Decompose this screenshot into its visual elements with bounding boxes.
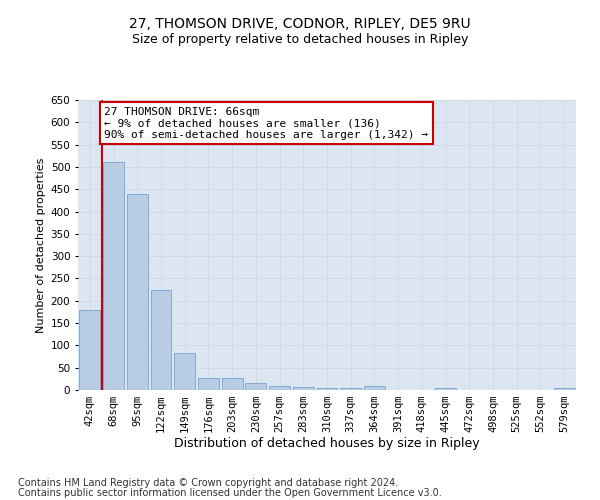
Bar: [127, 194, 148, 390]
Bar: [554, 388, 575, 390]
Bar: [198, 378, 219, 390]
Bar: [245, 384, 266, 390]
Bar: [174, 353, 195, 390]
Bar: [103, 162, 124, 390]
Text: 27, THOMSON DRIVE, CODNOR, RIPLEY, DE5 9RU: 27, THOMSON DRIVE, CODNOR, RIPLEY, DE5 9…: [129, 18, 471, 32]
Bar: [293, 388, 314, 390]
Text: Size of property relative to detached houses in Ripley: Size of property relative to detached ho…: [132, 32, 468, 46]
Text: 27 THOMSON DRIVE: 66sqm
← 9% of detached houses are smaller (136)
90% of semi-de: 27 THOMSON DRIVE: 66sqm ← 9% of detached…: [104, 106, 428, 140]
Text: Contains HM Land Registry data © Crown copyright and database right 2024.: Contains HM Land Registry data © Crown c…: [18, 478, 398, 488]
Bar: [269, 386, 290, 390]
Bar: [364, 386, 385, 390]
Text: Contains public sector information licensed under the Open Government Licence v3: Contains public sector information licen…: [18, 488, 442, 498]
Bar: [151, 290, 172, 390]
Bar: [435, 388, 456, 390]
Bar: [340, 388, 361, 390]
Bar: [222, 378, 242, 390]
Bar: [79, 310, 100, 390]
Y-axis label: Number of detached properties: Number of detached properties: [37, 158, 46, 332]
X-axis label: Distribution of detached houses by size in Ripley: Distribution of detached houses by size …: [174, 436, 480, 450]
Bar: [317, 388, 337, 390]
